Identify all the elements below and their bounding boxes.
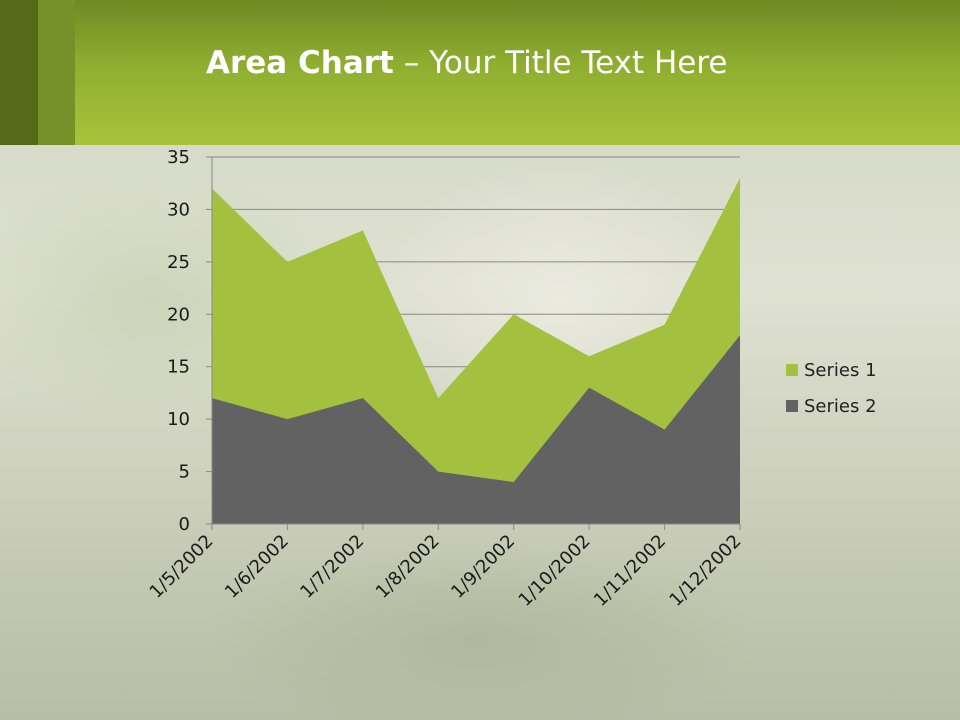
x-tick-label-3: 1/8/2002 bbox=[372, 531, 444, 603]
x-tick-label-4: 1/9/2002 bbox=[447, 531, 519, 603]
legend-item-series1: Series 1 bbox=[786, 358, 877, 382]
slide-title[interactable]: Area Chart – Your Title Text Here bbox=[206, 40, 727, 86]
legend: Series 1 Series 2 bbox=[786, 358, 877, 430]
x-tick-label-2: 1/7/2002 bbox=[296, 531, 368, 603]
y-tick-label-30: 30 bbox=[167, 199, 190, 220]
y-tick-label-15: 15 bbox=[167, 357, 190, 378]
y-tick-label-20: 20 bbox=[167, 304, 190, 325]
legend-label-series2: Series 2 bbox=[804, 395, 877, 417]
series-areas bbox=[212, 177, 740, 524]
x-tick-label-7: 1/12/2002 bbox=[665, 531, 745, 611]
y-tick-label-25: 25 bbox=[167, 252, 190, 273]
accent-strip-light bbox=[38, 0, 75, 145]
x-tick-label-6: 1/11/2002 bbox=[590, 531, 670, 611]
x-tick-label-0: 1/5/2002 bbox=[146, 531, 218, 603]
legend-swatch-series1 bbox=[786, 364, 798, 376]
y-tick-label-35: 35 bbox=[167, 147, 190, 168]
accent-strip-dark bbox=[0, 0, 38, 145]
y-tick-label-10: 10 bbox=[167, 409, 190, 430]
title-rest: – Your Title Text Here bbox=[393, 45, 728, 81]
y-tick-label-0: 0 bbox=[179, 514, 190, 535]
legend-item-series2: Series 2 bbox=[786, 394, 877, 418]
x-tick-label-5: 1/10/2002 bbox=[515, 531, 595, 611]
y-tick-label-5: 5 bbox=[179, 462, 190, 483]
legend-label-series1: Series 1 bbox=[804, 359, 877, 381]
legend-swatch-series2 bbox=[786, 400, 798, 412]
x-tick-label-1: 1/6/2002 bbox=[221, 531, 293, 603]
title-bar: Area Chart – Your Title Text Here bbox=[0, 0, 960, 145]
title-bold: Area Chart bbox=[206, 45, 394, 81]
area-series2 bbox=[212, 335, 740, 524]
